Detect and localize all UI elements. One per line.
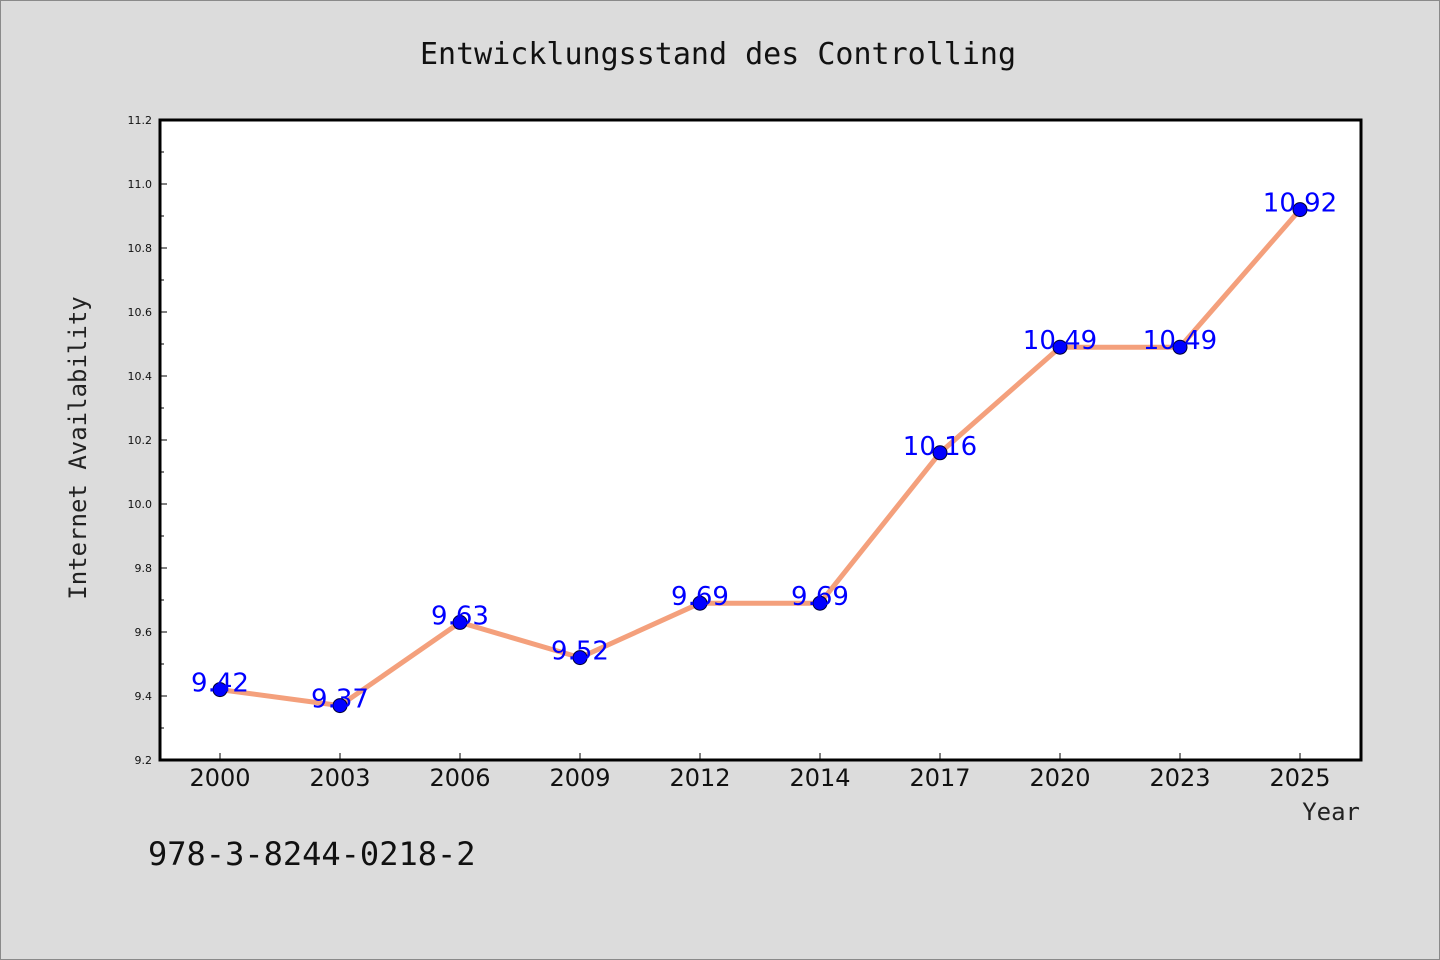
data-label: 9.69 [671,582,729,612]
plot-area [160,120,1361,760]
x-tick-label: 2009 [549,764,610,792]
data-point-marker [932,445,948,461]
data-label: 10.16 [903,432,977,462]
x-tick-label: 2023 [1149,764,1210,792]
y-tick-label: 9.2 [135,754,153,767]
y-tick-label: 10.6 [128,306,153,319]
data-label: 9.42 [191,669,249,699]
data-label: 9.69 [791,582,849,612]
data-point-marker [1292,202,1308,218]
y-tick-label: 11.2 [128,114,153,127]
data-point-marker [692,595,708,611]
data-label: 10.49 [1143,326,1217,356]
data-point-marker [332,698,348,714]
data-label: 9.37 [311,685,369,715]
x-tick-label: 2025 [1269,764,1330,792]
data-point-marker [572,650,588,666]
data-label: 10.49 [1023,326,1097,356]
data-point-marker [212,682,228,698]
x-tick-label: 2017 [909,764,970,792]
y-tick-label: 10.0 [128,498,153,511]
x-tick-label: 2006 [429,764,490,792]
y-tick-label: 10.4 [128,370,153,383]
data-point-marker [1052,339,1068,355]
data-labels-group: 9.42 9.37 9.63 9.52 9.69 9.69 10.16 10.49 10.49 1… [191,189,1337,715]
series-line [219,207,1302,709]
y-tick-label: 9.6 [135,626,153,639]
x-axis: 2000 2003 2006 2009 2012 2014 2017 2020 2023 2025 [189,753,1331,792]
y-tick-label: 9.4 [135,690,153,703]
x-tick-label: 2003 [309,764,370,792]
y-tick-label: 11.0 [128,178,153,191]
data-point-marker [1172,339,1188,355]
y-tick-label: 10.8 [128,242,153,255]
chart-title: Entwicklungsstand des Controlling [420,37,1016,72]
x-tick-label: 2020 [1029,764,1090,792]
data-label: 9.63 [431,601,489,631]
footnote-isbn: 978-3-8244-0218-2 [148,835,476,873]
x-tick-label: 2012 [669,764,730,792]
markers-group [212,202,1308,714]
x-tick-label: 2000 [189,764,250,792]
x-tick-label: 2014 [789,764,850,792]
y-axis-label: Internet Availability [64,296,92,599]
data-label: 9.52 [551,637,609,667]
y-tick-label: 10.2 [128,434,153,447]
y-tick-label: 9.8 [135,562,153,575]
x-axis-label: Year [1302,798,1360,826]
plot-border [158,118,1363,762]
data-label: 10.92 [1263,189,1337,219]
series-line-group [219,207,1302,709]
data-point-marker [452,614,468,630]
data-point-marker [812,595,828,611]
